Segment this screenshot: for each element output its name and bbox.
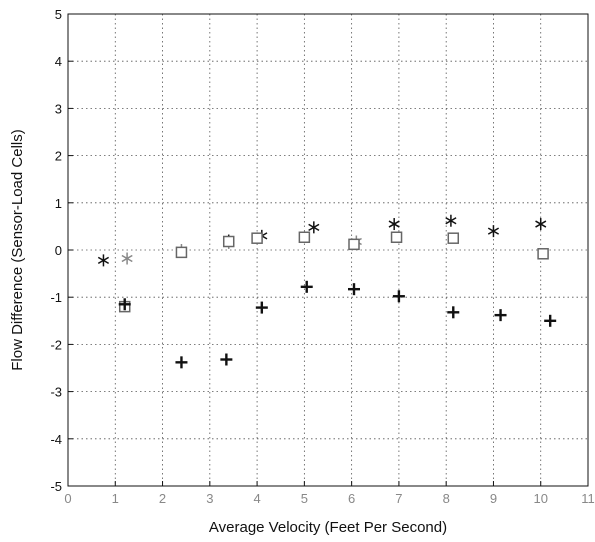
data-point-plus (118, 298, 131, 311)
tick-labels: 0 1 2 3 4 5 6 7 8 9 10 11 -5 -4 -3 -2 -1 0 1 2 3 4 5 (50, 7, 594, 506)
data-point-plus (220, 353, 233, 366)
data-point-asterisk (121, 252, 133, 265)
x-tick-label: 10 (533, 491, 547, 506)
x-tick-label: 4 (253, 491, 260, 506)
y-tick-label: 0 (55, 243, 62, 258)
x-tick-label: 8 (443, 491, 450, 506)
data-point-asterisk (535, 218, 547, 231)
data-point-square (447, 232, 460, 244)
x-tick-label: 11 (581, 491, 595, 506)
x-tick-label: 2 (159, 491, 166, 506)
tick-marks (67, 13, 589, 487)
data-point-asterisk (445, 214, 457, 227)
y-tick-label: -3 (50, 385, 62, 400)
x-tick-label: 7 (395, 491, 402, 506)
y-tick-label: -5 (50, 479, 62, 494)
y-tick-label: 5 (55, 7, 62, 22)
y-tick-label: -4 (50, 432, 62, 447)
data-point-square (390, 231, 403, 244)
data-point-asterisk (388, 218, 400, 231)
data-point-asterisk (308, 221, 320, 234)
x-tick-label: 5 (301, 491, 308, 506)
data-point-plus (447, 306, 460, 319)
y-tick-label: -2 (50, 337, 62, 352)
data-point-plus (392, 290, 405, 303)
x-axis-title: Average Velocity (Feet Per Second) (209, 519, 447, 536)
data-point-plus (255, 301, 268, 314)
data-point-square (298, 231, 311, 244)
data-point-plus (175, 356, 188, 369)
x-tick-label: 9 (490, 491, 497, 506)
x-tick-label: 3 (206, 491, 213, 506)
x-tick-label: 6 (348, 491, 355, 506)
y-tick-label: 1 (55, 196, 62, 211)
y-tick-label: 2 (55, 149, 62, 164)
y-tick-label: 4 (55, 54, 62, 69)
x-tick-label: 0 (64, 491, 71, 506)
data-point-asterisk (97, 254, 110, 267)
x-tick-label: 1 (112, 491, 119, 506)
data-points (97, 214, 557, 369)
data-point-asterisk (487, 225, 500, 238)
data-point-square (175, 246, 188, 259)
data-point-square (537, 248, 549, 260)
data-point-square (348, 238, 360, 251)
data-point-square (222, 235, 235, 248)
grid (68, 14, 588, 486)
data-point-square (251, 232, 263, 244)
data-point-plus (300, 280, 313, 293)
data-point-plus (348, 283, 360, 296)
y-tick-label: -1 (50, 290, 62, 305)
data-point-plus (544, 314, 557, 327)
data-point-plus (494, 309, 507, 322)
y-axis-title: Flow Difference (Sensor-Load Cells) (9, 129, 26, 371)
y-tick-label: 3 (55, 101, 62, 116)
